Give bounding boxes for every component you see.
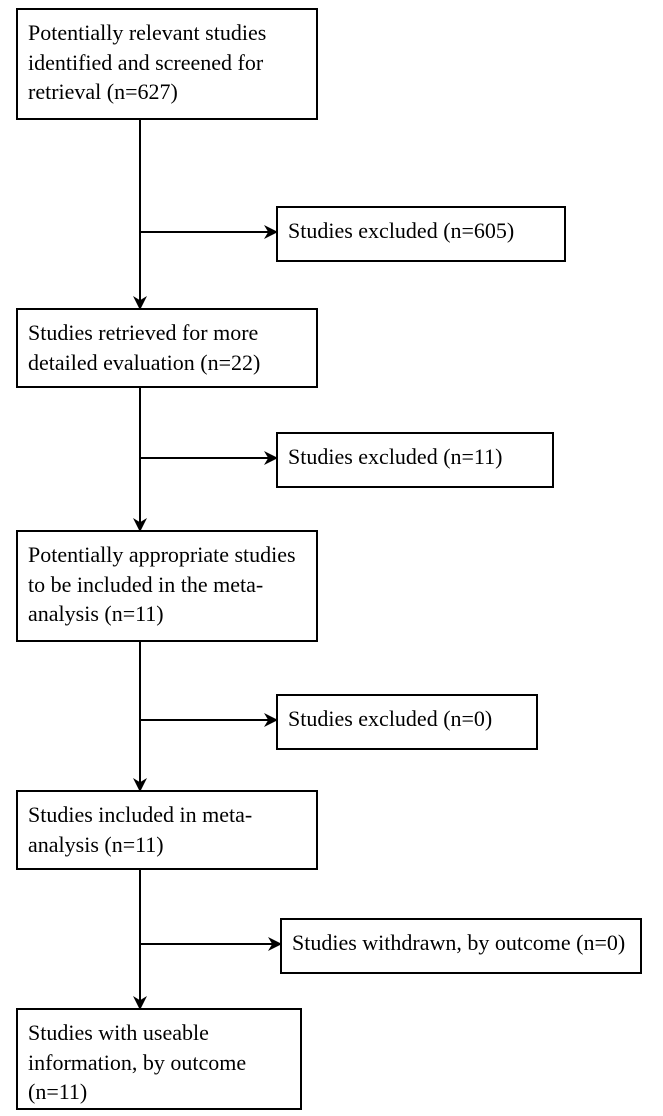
node-included: Studies included in meta-analysis (n=11) [16,790,318,870]
node-excluded-0-text: Studies excluded (n=0) [288,704,492,734]
node-retrieved: Studies retrieved for more detailed eval… [16,308,318,388]
node-excluded-605: Studies excluded (n=605) [276,206,566,262]
node-identified: Potentially relevant studies identified … [16,8,318,120]
flowchart-canvas: Potentially relevant studies identified … [0,0,663,1116]
node-retrieved-text: Studies retrieved for more detailed eval… [28,318,306,377]
node-excluded-605-text: Studies excluded (n=605) [288,216,514,246]
node-appropriate-text: Potentially appropriate studies to be in… [28,540,306,629]
node-identified-text: Potentially relevant studies identified … [28,18,306,107]
node-useable: Studies with useable information, by out… [16,1008,302,1110]
node-withdrawn-text: Studies withdrawn, by outcome (n=0) [292,928,625,958]
node-included-text: Studies included in meta-analysis (n=11) [28,800,306,859]
node-excluded-11-text: Studies excluded (n=11) [288,442,502,472]
node-withdrawn: Studies withdrawn, by outcome (n=0) [280,918,642,974]
node-appropriate: Potentially appropriate studies to be in… [16,530,318,642]
node-excluded-11: Studies excluded (n=11) [276,432,554,488]
node-excluded-0: Studies excluded (n=0) [276,694,538,750]
node-useable-text: Studies with useable information, by out… [28,1018,290,1107]
